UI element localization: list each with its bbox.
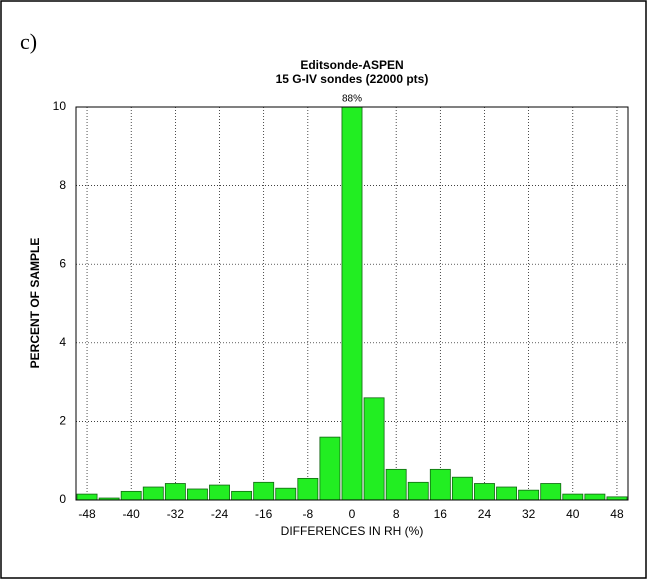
- bar: [429, 468, 451, 500]
- bar: [518, 489, 540, 500]
- bar: [297, 477, 319, 500]
- y-tick-label: 6: [59, 256, 66, 270]
- bar: [496, 486, 517, 500]
- bar: [253, 481, 275, 500]
- x-tick-label: 24: [478, 507, 492, 521]
- bar: [76, 493, 98, 500]
- bar: [584, 493, 606, 500]
- bar: [407, 481, 429, 500]
- x-tick-label: -8: [303, 507, 314, 521]
- y-axis-label: PERCENT OF SAMPLE: [28, 238, 42, 369]
- plot-frame: [75, 106, 629, 501]
- bar: [231, 490, 253, 500]
- bar: [319, 436, 341, 500]
- bar: [562, 493, 584, 500]
- chart-title: Editsonde-ASPEN: [300, 58, 403, 72]
- bar: [275, 487, 297, 500]
- bar: [540, 483, 562, 500]
- value-label: 88%: [342, 94, 362, 105]
- x-axis-label: DIFFERENCES IN RH (%): [281, 524, 424, 538]
- bar: [451, 476, 473, 500]
- bar: [98, 497, 120, 500]
- bar: [186, 488, 208, 500]
- chart-subtitle: 15 G-IV sondes (22000 pts): [276, 72, 429, 86]
- x-tick-label: 8: [393, 507, 400, 521]
- panel-label: c): [20, 29, 37, 54]
- x-tick-label: -48: [78, 507, 96, 521]
- x-tick-label: 16: [434, 507, 448, 521]
- x-tick-label: -24: [211, 507, 229, 521]
- x-tick-label: -32: [167, 507, 185, 521]
- y-tick-label: 8: [59, 178, 66, 192]
- x-tick-label: 40: [566, 507, 580, 521]
- y-tick-label: 0: [59, 492, 66, 506]
- x-tick-label: 32: [522, 507, 536, 521]
- bar: [142, 486, 164, 500]
- bar: [363, 397, 385, 500]
- bar: [209, 484, 230, 500]
- x-tick-label: 48: [610, 507, 624, 521]
- y-tick-label: 2: [59, 414, 66, 428]
- bar: [164, 483, 186, 500]
- bar: [385, 468, 407, 500]
- bar: [341, 107, 363, 500]
- bar: [474, 483, 495, 500]
- y-tick-label: 10: [53, 99, 67, 113]
- y-tick-label: 4: [59, 335, 66, 349]
- x-tick-label: -16: [255, 507, 273, 521]
- x-tick-label: 0: [349, 507, 356, 521]
- x-tick-label: -40: [123, 507, 141, 521]
- bar: [120, 490, 142, 500]
